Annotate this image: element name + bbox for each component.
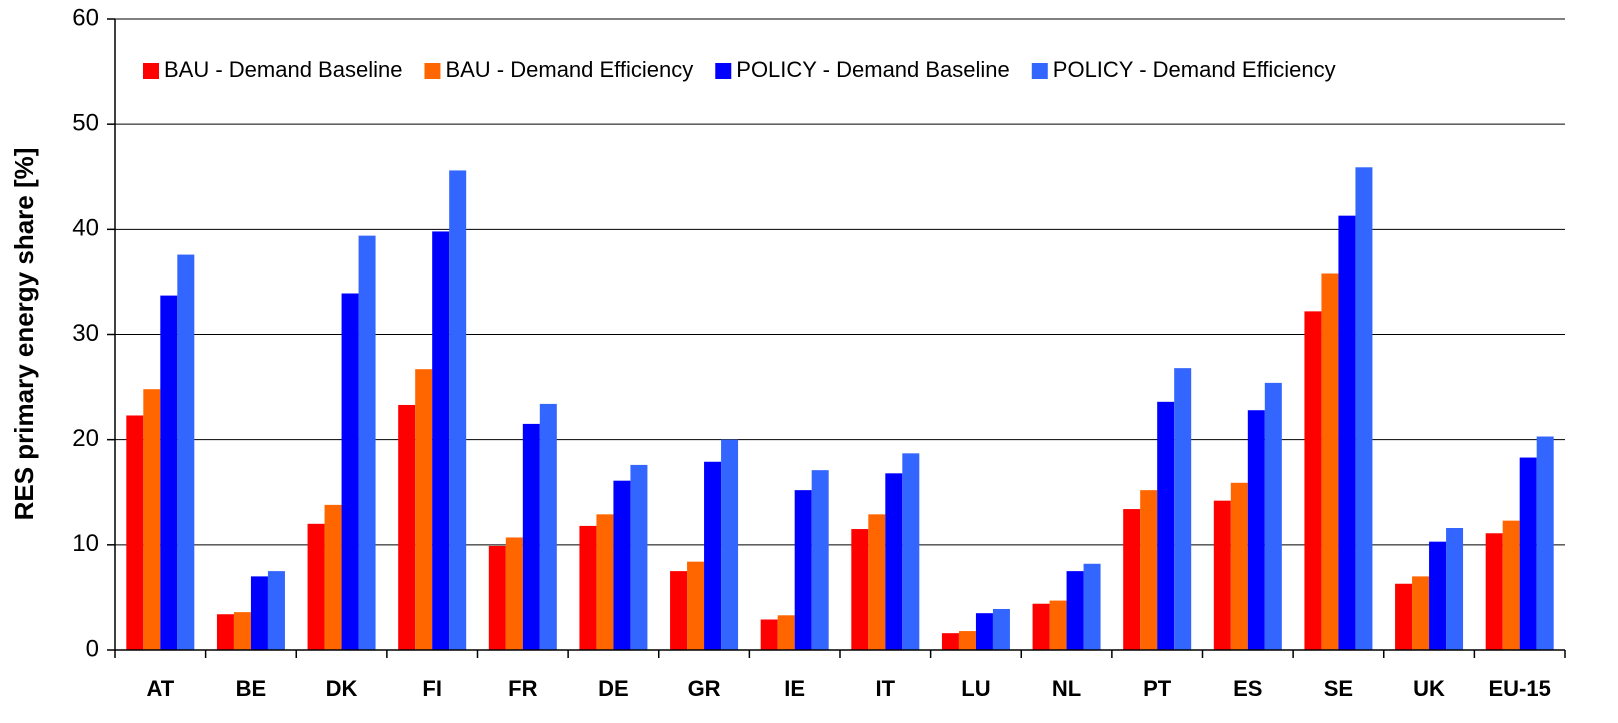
bar: [1485, 533, 1503, 650]
bar: [1049, 600, 1067, 650]
bar: [432, 231, 450, 651]
y-tick-label: 60: [72, 4, 99, 31]
x-tick-label: IE: [784, 676, 805, 701]
bar: [1140, 490, 1158, 650]
bar: [704, 461, 722, 650]
x-tick-label: ES: [1233, 676, 1262, 701]
bar: [267, 571, 285, 650]
bar: [885, 473, 903, 650]
bar: [1446, 528, 1464, 650]
y-tick-label: 40: [72, 215, 99, 242]
y-tick-label: 10: [72, 530, 99, 557]
x-tick-label: AT: [146, 676, 174, 701]
bar: [449, 170, 467, 650]
bar: [1157, 401, 1175, 650]
bar: [670, 571, 688, 650]
x-tick-label: DE: [598, 676, 629, 701]
bar: [160, 295, 178, 650]
legend-label: POLICY - Demand Efficiency: [1053, 57, 1336, 82]
bar: [851, 529, 869, 650]
bar: [216, 614, 234, 650]
bar: [1264, 382, 1282, 650]
bar: [975, 613, 993, 650]
bar: [358, 235, 376, 651]
y-tick-label: 50: [72, 110, 99, 137]
bar: [811, 470, 829, 650]
bar: [143, 389, 161, 650]
bar: [505, 537, 523, 650]
bar: [760, 619, 778, 650]
bar: [177, 254, 195, 650]
bar: [398, 404, 416, 650]
x-tick-label: UK: [1413, 676, 1445, 701]
x-tick-label: DK: [326, 676, 358, 701]
bar: [1066, 571, 1084, 650]
bar: [1083, 563, 1101, 650]
bar: [1123, 509, 1141, 650]
bar: [539, 403, 557, 650]
bar: [992, 608, 1010, 650]
legend-swatch: [715, 63, 732, 79]
legend-swatch: [1031, 63, 1048, 79]
legend-label: BAU - Demand Efficiency: [445, 57, 693, 82]
bar: [777, 615, 795, 650]
bar: [596, 514, 614, 650]
bar: [941, 633, 959, 650]
x-tick-label: IT: [876, 676, 896, 701]
bar: [1230, 482, 1248, 650]
x-tick-label: FI: [422, 676, 442, 701]
bar: [1395, 583, 1413, 650]
bar: [687, 561, 705, 650]
bar: [579, 525, 597, 650]
bar: [1032, 603, 1050, 650]
bar: [488, 545, 506, 650]
y-tick-label: 0: [86, 635, 99, 662]
bar: [250, 576, 268, 650]
bar: [1213, 500, 1231, 650]
bar: [233, 612, 251, 650]
bar: [1536, 436, 1554, 650]
legend-swatch: [143, 63, 159, 79]
x-tick-label: PT: [1143, 676, 1172, 701]
bar: [1338, 215, 1356, 650]
x-tick-label: LU: [961, 676, 990, 701]
bar: [613, 480, 631, 650]
bar: [1304, 311, 1322, 650]
bar: [1174, 368, 1192, 650]
bar: [1412, 576, 1430, 650]
bar: [958, 631, 976, 650]
y-tick-label: 20: [72, 425, 99, 452]
bar: [126, 415, 144, 650]
bar: [307, 523, 325, 650]
bar: [1247, 410, 1265, 650]
x-tick-label: GR: [688, 676, 721, 701]
bar: [1519, 457, 1537, 650]
bar: [868, 514, 886, 650]
x-tick-label: SE: [1324, 676, 1353, 701]
legend-label: POLICY - Demand Baseline: [736, 57, 1010, 82]
y-tick-label: 30: [72, 320, 99, 347]
bar: [902, 453, 920, 650]
legend-label: BAU - Demand Baseline: [164, 57, 402, 82]
legend-swatch: [424, 63, 441, 79]
bar: [341, 293, 359, 650]
bar: [794, 490, 812, 650]
x-tick-label: FR: [508, 676, 537, 701]
bar: [1502, 520, 1520, 650]
bar: [415, 369, 433, 650]
x-tick-label: NL: [1052, 676, 1081, 701]
bar: [630, 464, 648, 650]
bar: [324, 504, 342, 650]
x-tick-label: BE: [236, 676, 267, 701]
bar: [1321, 273, 1339, 650]
bar: [522, 423, 540, 650]
y-axis-label: RES primary energy share [%]: [9, 148, 39, 521]
bar: [721, 439, 739, 650]
x-tick-label: EU-15: [1489, 676, 1551, 701]
bar: [1429, 541, 1447, 650]
bar: [1355, 167, 1373, 650]
